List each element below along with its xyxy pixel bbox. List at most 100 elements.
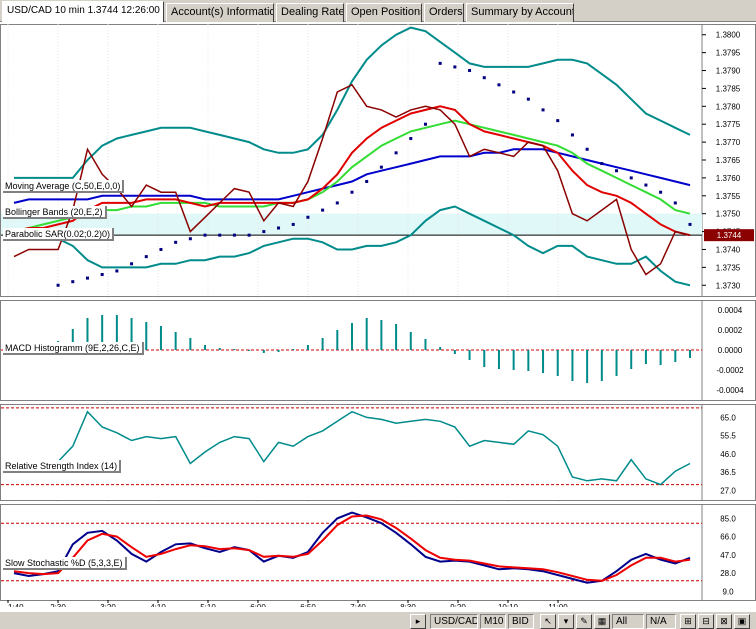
sar-dot bbox=[306, 215, 310, 219]
sar-dot bbox=[438, 61, 442, 65]
status-all[interactable]: All bbox=[612, 614, 644, 629]
status-symbol[interactable]: USD/CAD bbox=[430, 614, 478, 629]
chart-canvas[interactable]: 1.3800 1.3795 1.3790 1.3785 1.3780 1.3775 1.37… bbox=[0, 22, 756, 607]
tab-usdcad-chart[interactable]: USD/CAD 10 min 1.3744 12:26:00 bbox=[2, 1, 164, 22]
sar-dot bbox=[409, 137, 413, 141]
macd-tick-label: -0.0002 bbox=[716, 366, 744, 375]
time-tick-label: 10:10 bbox=[498, 603, 519, 607]
sar-dot bbox=[526, 97, 530, 101]
sar-dot bbox=[100, 273, 104, 277]
sar-dot bbox=[468, 69, 472, 73]
stoch-tick-label: 85.0 bbox=[720, 514, 736, 523]
sar-dot bbox=[188, 237, 192, 241]
last-price-label: 1.3744 bbox=[717, 231, 742, 240]
rsi-label[interactable]: Relative Strength Index (14) bbox=[3, 460, 122, 473]
sar-dot bbox=[262, 230, 266, 234]
stoch-d-line bbox=[13, 514, 691, 582]
rsi-line bbox=[13, 410, 691, 486]
draw-tool-icon[interactable]: ✎ bbox=[576, 614, 592, 629]
sar-dot bbox=[130, 262, 134, 266]
time-tick-label: 4:10 bbox=[150, 603, 166, 607]
sma-label[interactable]: Moving Average (C,50,E,0,0) bbox=[3, 180, 125, 193]
price-line bbox=[13, 83, 691, 276]
time-tick-label: 7:40 bbox=[350, 603, 366, 607]
time-tick-label: 5:10 bbox=[200, 603, 216, 607]
sar-dot bbox=[688, 222, 692, 226]
sar-dot bbox=[335, 201, 339, 205]
tab-dealing-rates[interactable]: Dealing Rates bbox=[276, 3, 344, 22]
time-tick-label: 8:30 bbox=[400, 603, 416, 607]
sar-dot bbox=[115, 269, 119, 273]
sar-label[interactable]: Parabolic SAR(0.02;0.2)0) bbox=[3, 228, 115, 241]
price-tick-label: 1.3760 bbox=[716, 174, 741, 183]
sar-dot bbox=[321, 208, 325, 212]
price-tick-label: 1.3775 bbox=[716, 120, 741, 129]
tool-b-icon[interactable]: ⊟ bbox=[698, 614, 714, 629]
price-tick-label: 1.3790 bbox=[716, 67, 741, 76]
bollinger-label[interactable]: Bollinger Bands (20,E,2) bbox=[3, 206, 107, 219]
sar-dot bbox=[350, 190, 354, 194]
sar-dot bbox=[247, 233, 251, 237]
macd-tick-label: -0.0004 bbox=[716, 386, 744, 395]
time-tick-label: 11:00 bbox=[548, 603, 568, 607]
stoch-panel-frame bbox=[0, 504, 756, 601]
sar-dot bbox=[673, 201, 677, 205]
tab-open-positions[interactable]: Open Positions bbox=[346, 3, 422, 22]
price-tick-label: 1.3770 bbox=[716, 138, 741, 147]
sar-dot bbox=[556, 119, 560, 123]
tool-c-icon[interactable]: ⊠ bbox=[716, 614, 732, 629]
ema-green-line bbox=[13, 119, 691, 233]
macd-label[interactable]: MACD Histogramm (9E,2,26,C,E) bbox=[3, 342, 144, 355]
price-tick-label: 1.3750 bbox=[716, 210, 741, 219]
tab-orders[interactable]: Orders bbox=[424, 3, 464, 22]
bollinger-upper-line bbox=[14, 26, 691, 179]
dropdown-arrow-icon[interactable]: ▾ bbox=[558, 614, 574, 629]
price-tick-label: 1.3765 bbox=[716, 156, 741, 165]
sar-dot bbox=[85, 276, 89, 280]
price-tick-label: 1.3730 bbox=[716, 281, 741, 290]
price-tick-label: 1.3735 bbox=[716, 263, 741, 272]
sar-dot bbox=[482, 76, 486, 80]
sar-dot bbox=[232, 233, 236, 237]
status-interval[interactable]: M10 bbox=[480, 614, 506, 629]
sar-dot bbox=[71, 280, 75, 284]
status-menu-button[interactable]: ▸ bbox=[410, 614, 426, 629]
tab-summary-by-accounts[interactable]: Summary by Accounts bbox=[466, 3, 574, 22]
stoch-tick-label: 9.0 bbox=[722, 587, 734, 596]
sar-dot bbox=[615, 169, 619, 173]
rsi-tick-label: 36.5 bbox=[720, 468, 736, 477]
price-tick-label: 1.3800 bbox=[716, 31, 741, 40]
sar-dot bbox=[453, 65, 457, 69]
price-tick-label: 1.3740 bbox=[716, 245, 741, 254]
rsi-tick-label: 27.0 bbox=[720, 486, 736, 495]
rsi-tick-label: 46.0 bbox=[720, 450, 736, 459]
sar-dot bbox=[600, 162, 604, 166]
sar-dot bbox=[174, 240, 178, 244]
cursor-tool-icon[interactable]: ↖ bbox=[540, 614, 556, 629]
sar-dot bbox=[277, 226, 281, 230]
price-tick-label: 1.3780 bbox=[716, 102, 741, 111]
tab-bar: USD/CAD 10 min 1.3744 12:26:00 Account(s… bbox=[0, 0, 756, 22]
status-bar: ▸ USD/CAD M10 BID ↖ ▾ ✎ ▦ All N/A ⊞ ⊟ ⊠ … bbox=[0, 611, 756, 629]
tool-d-icon[interactable]: ▣ bbox=[734, 614, 750, 629]
sar-dot bbox=[423, 122, 427, 126]
status-side[interactable]: BID bbox=[508, 614, 534, 629]
sar-dot bbox=[394, 151, 398, 155]
sar-dot bbox=[629, 176, 633, 180]
tab-account-information[interactable]: Account(s) Information bbox=[166, 3, 274, 22]
macd-tick-label: 0.0004 bbox=[718, 306, 743, 315]
status-na: N/A bbox=[646, 614, 676, 629]
time-tick-label: 3:20 bbox=[100, 603, 116, 607]
chart-area[interactable]: 1.3800 1.3795 1.3790 1.3785 1.3780 1.3775 1.37… bbox=[0, 22, 756, 607]
price-tick-label: 1.3755 bbox=[716, 192, 741, 201]
stoch-tick-label: 47.0 bbox=[720, 551, 736, 560]
sar-dot bbox=[570, 133, 574, 137]
stoch-tick-label: 66.0 bbox=[720, 533, 736, 542]
rsi-tick-label: 55.5 bbox=[720, 432, 736, 441]
rsi-tick-label: 65.0 bbox=[720, 413, 736, 422]
sar-dot bbox=[585, 147, 589, 151]
grid-tool-icon[interactable]: ▦ bbox=[594, 614, 610, 629]
tool-a-icon[interactable]: ⊞ bbox=[680, 614, 696, 629]
time-tick-label: 1:40 bbox=[8, 603, 24, 607]
stoch-label[interactable]: Slow Stochastic %D (5,3,3,E) bbox=[3, 557, 127, 570]
